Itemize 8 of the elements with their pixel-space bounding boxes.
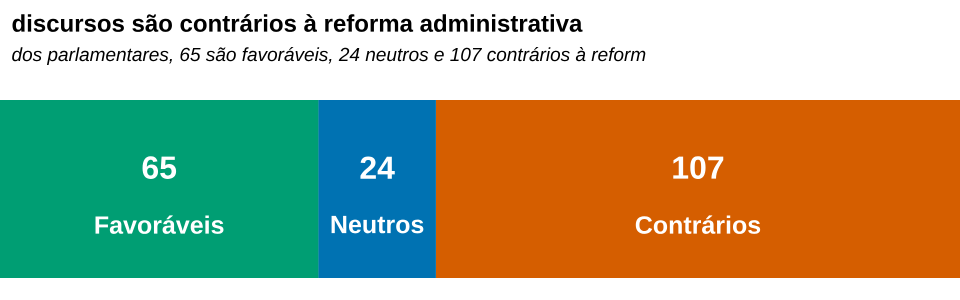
chart-subtitle: dos parlamentares, 65 são favoráveis, 24 neutros e 107 contrários à reform	[12, 47, 646, 65]
chart-title: discursos são contrários à reforma administrativa	[12, 14, 583, 32]
series-label: Neutros	[332, 216, 424, 234]
series-label: Contrários	[636, 215, 760, 234]
data-label: 65	[142, 156, 176, 179]
series-label: Favoráveis	[96, 215, 224, 234]
data-label: 107	[673, 156, 724, 179]
data-label: 24	[360, 156, 395, 179]
